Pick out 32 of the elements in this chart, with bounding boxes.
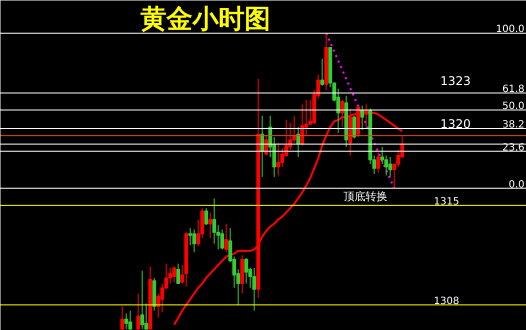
annotation: 38.2 (502, 120, 524, 131)
candlestick (208, 212, 212, 239)
ref-line-label: 1308 (434, 296, 460, 307)
candlestick (192, 229, 196, 253)
candlestick (276, 142, 280, 176)
text: 1320 (440, 117, 471, 131)
ref-line-label: 1315 (434, 196, 460, 208)
annotation: 顶底转换 (344, 190, 388, 203)
annotation: 50.0 (502, 101, 524, 112)
candlestick (168, 267, 172, 284)
text: 1323 (440, 74, 471, 88)
candlestick (384, 155, 388, 176)
candlestick (320, 58, 324, 86)
candlestick (124, 312, 128, 330)
candlestick (224, 223, 228, 253)
candlestick (140, 270, 144, 330)
candlestick (136, 293, 140, 330)
chart-title: 黄金小时图 (140, 4, 270, 34)
candlestick (144, 302, 148, 330)
candlestick (176, 263, 180, 284)
candlestick (120, 306, 124, 330)
annotation: 100.0 (496, 24, 525, 36)
candlestick (244, 257, 248, 284)
candlestick (388, 156, 392, 178)
candlestick (376, 152, 380, 174)
candlestick (204, 208, 208, 226)
candlestick (252, 267, 256, 312)
annotation: 0.0 (508, 179, 525, 190)
candlestick (220, 229, 224, 250)
candlestick (172, 266, 176, 283)
annotation: 61.8 (502, 84, 524, 95)
candlestick (128, 310, 132, 330)
